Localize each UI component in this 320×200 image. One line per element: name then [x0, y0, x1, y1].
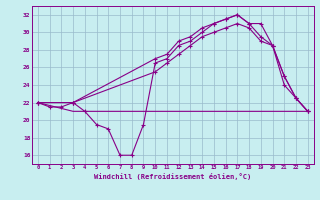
X-axis label: Windchill (Refroidissement éolien,°C): Windchill (Refroidissement éolien,°C): [94, 173, 252, 180]
